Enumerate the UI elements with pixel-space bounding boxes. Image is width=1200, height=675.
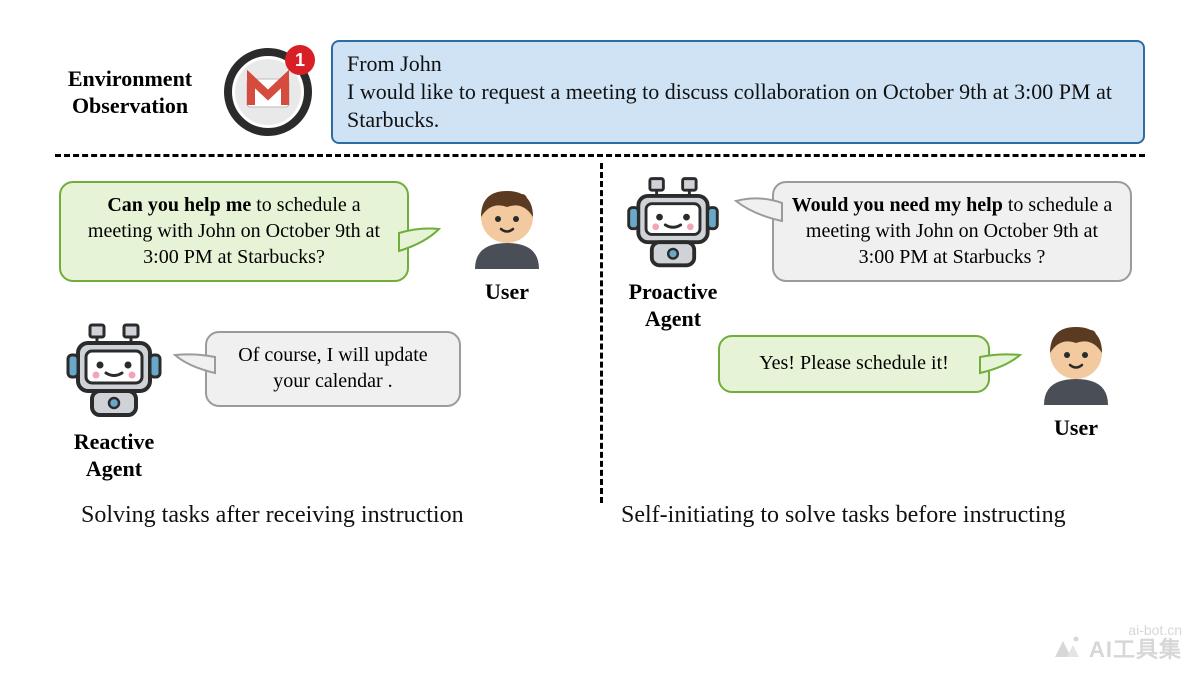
robot-icon — [60, 315, 168, 423]
bubble-tail-icon — [397, 225, 441, 259]
user-avatar: User — [1016, 313, 1136, 440]
reactive-agent-label-2: Agent — [49, 457, 179, 481]
user-icon — [1028, 313, 1124, 409]
env-label-line2: Observation — [55, 92, 205, 120]
user-accept-bubble: Yes! Please schedule it! — [718, 335, 990, 393]
watermark-small: ai-bot.cn — [1089, 623, 1182, 638]
bubble-tail-icon — [173, 351, 217, 381]
user-avatar: User — [447, 177, 567, 304]
agent-reply-bubble: Of course, I will update your calendar . — [205, 331, 461, 406]
badge-count: 1 — [295, 50, 305, 70]
email-from: From John — [347, 50, 1129, 78]
environment-observation-label: Environment Observation — [55, 65, 205, 120]
mail-icon: 1 — [223, 47, 313, 137]
proactive-agent-label-2: Agent — [608, 307, 738, 331]
robot-icon — [621, 169, 725, 273]
email-message-box: From John I would like to request a meet… — [331, 40, 1145, 144]
email-body: I would like to request a meeting to dis… — [347, 78, 1129, 134]
user-request-bold: Can you help me — [107, 194, 251, 216]
watermark: ai-bot.cn AI工具集 — [1049, 623, 1182, 661]
environment-row: Environment Observation 1 From John I wo… — [55, 40, 1145, 144]
agent-offer-bubble: Would you need my help to schedule a mee… — [772, 181, 1132, 282]
user-label: User — [1016, 416, 1136, 440]
user-request-bubble: Can you help me to schedule a meeting wi… — [59, 181, 409, 282]
watermark-big: AI工具集 — [1089, 638, 1182, 661]
diagram-stage: Environment Observation 1 From John I wo… — [55, 40, 1145, 503]
proactive-agent-label-1: Proactive — [608, 280, 738, 304]
reactive-agent-label-1: Reactive — [49, 430, 179, 454]
agent-reply-text: Of course, I will update your calendar . — [238, 344, 427, 392]
agent-offer-bold: Would you need my help — [792, 194, 1003, 216]
proactive-panel: Proactive Agent Would you need my help t… — [600, 163, 1145, 503]
comparison-panels: Can you help me to schedule a meeting wi… — [55, 163, 1145, 503]
env-label-line1: Environment — [55, 65, 205, 93]
proactive-agent-avatar: Proactive Agent — [608, 169, 738, 330]
bubble-tail-icon — [734, 195, 784, 229]
reactive-agent-avatar: Reactive Agent — [49, 315, 179, 480]
left-caption: Solving tasks after receiving instructio… — [81, 502, 464, 529]
watermark-icon — [1049, 631, 1083, 661]
right-caption: Self-initiating to solve tasks before in… — [621, 502, 1066, 529]
user-icon — [459, 177, 555, 273]
user-accept-text: Yes! Please schedule it! — [759, 352, 949, 374]
reactive-panel: Can you help me to schedule a meeting wi… — [55, 163, 600, 503]
horizontal-divider — [55, 154, 1145, 157]
user-label: User — [447, 280, 567, 304]
